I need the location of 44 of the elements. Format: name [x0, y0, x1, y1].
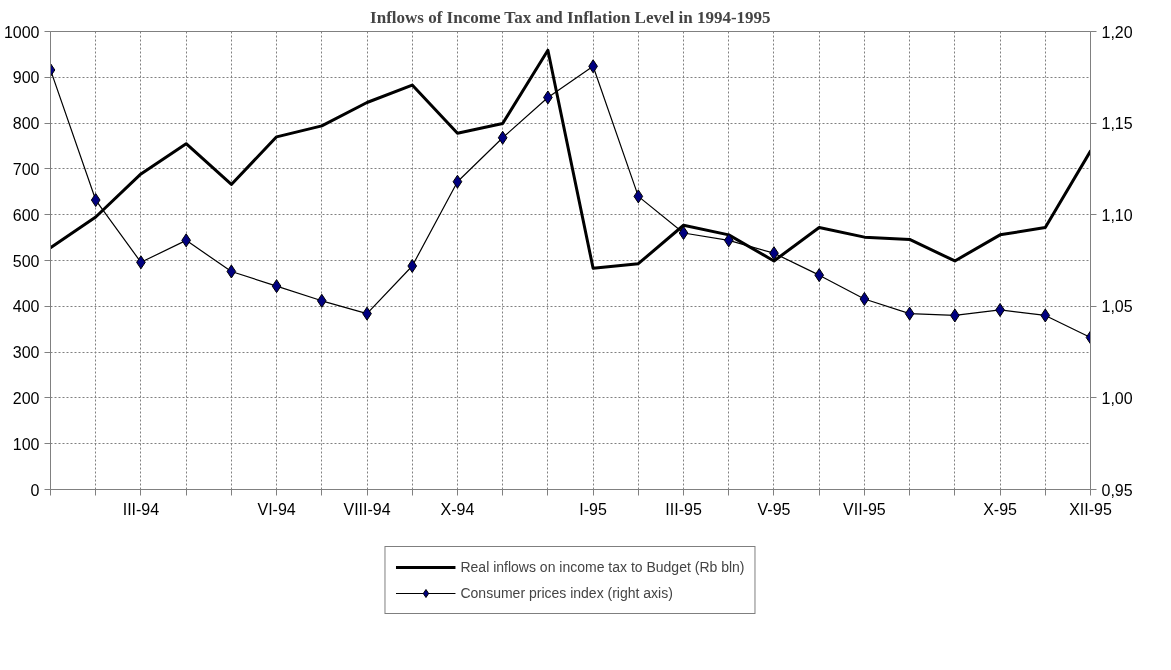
point: [904, 306, 915, 321]
point: [678, 226, 689, 241]
y2-tick-label: 1,15: [1101, 115, 1133, 133]
y-tick-label: 800: [12, 115, 40, 133]
y-tick-label: 200: [12, 389, 40, 407]
point: [723, 233, 734, 248]
x-tick-label: X-94: [440, 500, 475, 518]
y-tick-label: 0: [30, 481, 40, 499]
y-tick-label: 500: [12, 252, 40, 270]
y2-tick-label: 1,05: [1101, 298, 1133, 316]
point: [226, 264, 237, 279]
y-tick-label: 700: [12, 160, 40, 178]
point: [814, 268, 825, 283]
y-tick-label: 900: [12, 69, 40, 87]
y-tick-label: 100: [12, 435, 40, 453]
point: [271, 279, 282, 294]
x-tick-label: X-95: [983, 500, 1018, 518]
x-tick-label: III-94: [122, 500, 160, 518]
point: [452, 174, 463, 189]
point: [497, 130, 508, 145]
y2-tick-label: 1,20: [1101, 23, 1133, 41]
legend-label: Consumer prices index (right axis): [460, 585, 673, 601]
x-tick-label: V-95: [757, 500, 791, 518]
x-tick-label: III-95: [665, 500, 702, 518]
y-tick-label: 600: [12, 206, 40, 224]
y2-tick-label: 1,00: [1101, 389, 1133, 407]
chart-title: Inflows of Income Tax and Inflation Level in 1994-1995: [370, 7, 771, 27]
point: [90, 193, 101, 208]
y-tick-label: 1000: [3, 23, 40, 41]
point: [316, 293, 327, 308]
x-tick-label: I-95: [579, 500, 607, 518]
y2-tick-label: 0,95: [1101, 481, 1133, 499]
point: [859, 291, 870, 306]
legend-label: Real inflows on income tax to Budget (Rb bln): [460, 559, 745, 575]
y-tick-label: 300: [12, 344, 40, 362]
y2-tick-label: 1,10: [1101, 206, 1133, 224]
x-tick-label: VII-95: [843, 500, 886, 518]
point: [633, 189, 644, 204]
x-tick-label: XII-95: [1069, 500, 1112, 518]
x-tick-label: VIII-94: [343, 500, 391, 518]
y-tick-label: 400: [12, 298, 40, 316]
point: [1040, 308, 1051, 323]
point: [407, 259, 418, 273]
x-tick-label: VI-94: [257, 500, 296, 518]
